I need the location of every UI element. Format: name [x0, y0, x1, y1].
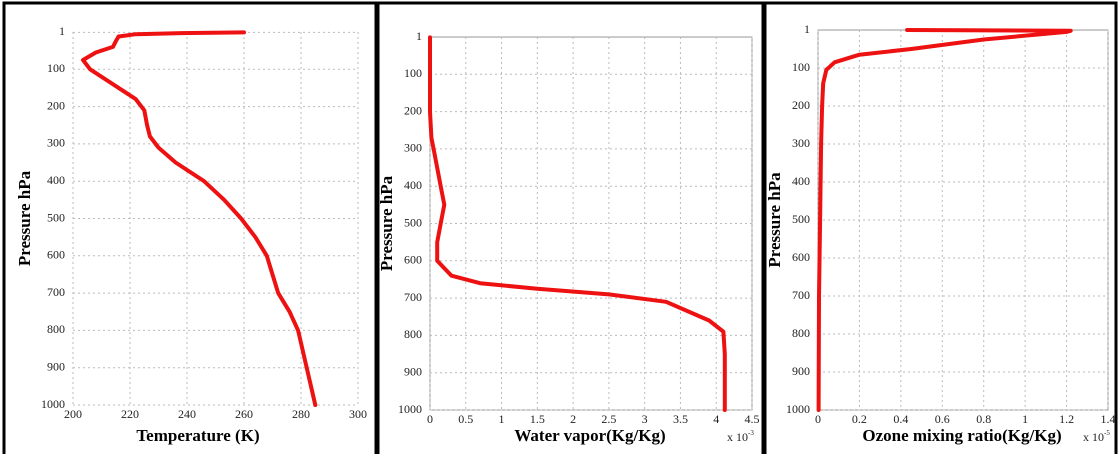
x-tick-label: 1	[499, 412, 505, 426]
y-tick-label: 1	[416, 29, 422, 43]
x-axis-title: Ozone mixing ratio(Kg/Kg)	[862, 426, 1061, 445]
x-tick-label: 4	[713, 412, 719, 426]
y-tick-label: 100	[47, 61, 65, 75]
y-tick-label: 1000	[398, 402, 422, 416]
y-tick-label: 1000	[786, 402, 810, 416]
y-tick-label: 100	[404, 66, 422, 80]
x-tick-label: 3.5	[673, 412, 688, 426]
x-tick-label: 280	[292, 407, 310, 421]
y-axis-title: Pressure hPa	[765, 172, 784, 268]
multiplier-base: x 10	[1083, 430, 1104, 444]
x-tick-label: 0.4	[893, 412, 908, 426]
y-tick-label: 200	[47, 98, 65, 112]
panel-border	[376, 1, 765, 454]
x-tick-label: 260	[235, 407, 253, 421]
x-tick-label: 0.2	[852, 412, 867, 426]
x-axis-title: Temperature (K)	[136, 426, 259, 445]
x-tick-label: 1.5	[530, 412, 545, 426]
y-tick-label: 800	[47, 322, 65, 336]
profile-line	[816, 28, 1073, 412]
x-tick-label: 0.5	[458, 412, 473, 426]
x-tick-label: 0.6	[935, 412, 950, 426]
y-tick-label: 400	[404, 178, 422, 192]
x-tick-label: 3	[642, 412, 648, 426]
x-tick-label: 240	[178, 407, 196, 421]
y-tick-label: 300	[792, 136, 810, 150]
x-tick-label: 0	[815, 412, 821, 426]
x-tick-label: 4.5	[745, 412, 760, 426]
y-tick-label: 500	[404, 215, 422, 229]
multiplier-base: x 10	[727, 430, 748, 444]
y-tick-label: 400	[47, 173, 65, 187]
y-tick-label: 500	[792, 212, 810, 226]
y-tick-label: 100	[792, 60, 810, 74]
x-tick-label: 2.5	[601, 412, 616, 426]
multiplier-exponent: -5	[1104, 429, 1110, 437]
y-tick-label: 700	[792, 288, 810, 302]
x-tick-label: 0	[427, 412, 433, 426]
axis-multiplier: x 10-5	[1083, 429, 1110, 444]
x-tick-label: 1	[1022, 412, 1028, 426]
y-tick-label: 300	[404, 141, 422, 155]
y-axis-title: Pressure hPa	[15, 170, 34, 266]
x-tick-label: 0.8	[976, 412, 991, 426]
y-tick-label: 900	[792, 364, 810, 378]
y-tick-label: 600	[404, 253, 422, 267]
y-tick-label: 700	[47, 285, 65, 299]
profile-line	[81, 30, 318, 407]
y-tick-label: 800	[404, 327, 422, 341]
x-tick-label: 2	[570, 412, 576, 426]
y-tick-label: 900	[47, 359, 65, 373]
y-axis-title: Pressure hPa	[377, 175, 396, 271]
x-axis-title: Water vapor(Kg/Kg)	[514, 426, 665, 445]
panel-border	[2, 1, 378, 454]
y-tick-label: 900	[404, 364, 422, 378]
x-tick-label: 220	[121, 407, 139, 421]
y-tick-label: 1	[804, 22, 810, 36]
y-tick-label: 700	[404, 290, 422, 304]
y-tick-label: 1	[59, 24, 65, 38]
x-tick-label: 1.4	[1101, 412, 1116, 426]
profile-line	[428, 35, 727, 412]
x-tick-label: 1.2	[1059, 412, 1074, 426]
y-tick-label: 1000	[41, 397, 65, 411]
x-tick-label: 300	[349, 407, 367, 421]
y-tick-label: 400	[792, 174, 810, 188]
y-tick-label: 200	[404, 103, 422, 117]
y-tick-label: 300	[47, 136, 65, 150]
y-tick-label: 200	[792, 98, 810, 112]
y-tick-label: 800	[792, 326, 810, 340]
panel-border	[763, 1, 1118, 454]
multiplier-exponent: -3	[748, 429, 754, 437]
y-tick-label: 600	[792, 250, 810, 264]
y-tick-label: 500	[47, 210, 65, 224]
y-tick-label: 600	[47, 248, 65, 262]
x-tick-label: 200	[64, 407, 82, 421]
axis-multiplier: x 10-3	[727, 429, 754, 444]
